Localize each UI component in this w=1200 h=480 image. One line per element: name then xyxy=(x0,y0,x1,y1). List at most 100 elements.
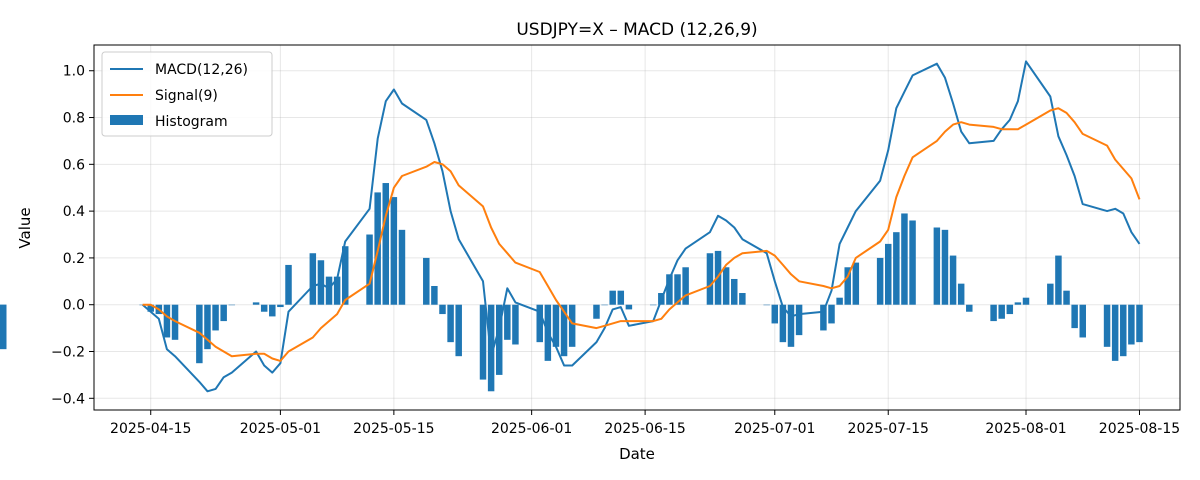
histogram-bar xyxy=(512,304,519,345)
histogram-bar xyxy=(682,267,689,305)
histogram-bar xyxy=(990,304,997,322)
histogram-bar xyxy=(1103,304,1111,347)
y-tick-label: 0.2 xyxy=(63,251,85,267)
histogram-bar xyxy=(731,278,738,305)
histogram-bar xyxy=(1111,304,1119,361)
histogram-bar xyxy=(706,253,714,305)
y-axis-ticks: −0.4 −0.2 0.0 0.2 0.4 0.6 0.8 1.0 xyxy=(51,64,94,407)
histogram-bar xyxy=(1128,304,1135,345)
y-axis-label: Value xyxy=(16,207,34,248)
histogram-bar xyxy=(666,274,673,305)
histogram-bar xyxy=(836,297,843,305)
histogram-bar xyxy=(941,229,949,305)
histogram-bar xyxy=(220,304,227,322)
histogram-bar xyxy=(0,304,7,350)
series-lines xyxy=(141,60,1141,393)
histogram-bar xyxy=(317,260,325,305)
histogram-bar xyxy=(333,276,341,305)
y-tick-label: 0.8 xyxy=(63,111,85,127)
histogram-bar xyxy=(722,267,730,305)
histogram-bar xyxy=(1063,290,1070,305)
histogram-bar xyxy=(252,302,260,305)
histogram-bar xyxy=(504,304,511,340)
x-tick-label: 2025-05-01 xyxy=(240,421,321,437)
x-tick-label: 2025-08-01 xyxy=(985,421,1066,437)
signal-line xyxy=(142,107,1141,362)
histogram-bar xyxy=(390,197,398,305)
histogram-bar xyxy=(277,304,284,308)
histogram-bar xyxy=(382,183,390,305)
y-tick-label: 0.6 xyxy=(63,157,85,173)
histogram-bar xyxy=(260,304,268,312)
x-tick-label: 2025-04-15 xyxy=(110,421,191,437)
x-axis-ticks: 2025-04-15 2025-05-01 2025-05-15 2025-06-01… xyxy=(110,410,1180,437)
histogram-bar xyxy=(447,304,454,343)
legend-histogram-swatch xyxy=(110,115,143,125)
x-tick-label: 2025-08-15 xyxy=(1099,421,1180,437)
histogram-bar xyxy=(204,304,211,350)
x-axis-label: Date xyxy=(619,445,655,463)
histogram-bar xyxy=(495,304,503,375)
y-tick-label: −0.4 xyxy=(51,391,85,407)
histogram-bar xyxy=(212,304,219,331)
histogram-bar xyxy=(479,304,487,380)
legend-signal-label: Signal(9) xyxy=(155,88,218,104)
histogram-bar xyxy=(933,227,941,305)
histogram-bar xyxy=(884,243,892,305)
histogram-bar xyxy=(787,304,795,347)
histogram-bar xyxy=(1047,283,1054,305)
histogram-bar xyxy=(949,255,957,305)
histogram-bar xyxy=(1014,302,1022,305)
histogram-bar xyxy=(455,304,462,357)
histogram-bar xyxy=(593,304,600,319)
grid xyxy=(94,45,1180,410)
histogram-bar xyxy=(398,229,406,305)
histogram-bar xyxy=(844,267,851,305)
legend-box xyxy=(101,51,273,137)
histogram-bar xyxy=(163,304,171,338)
histogram-bar xyxy=(625,304,633,310)
histogram-bar xyxy=(1055,255,1062,305)
plot-frame xyxy=(93,44,1181,411)
legend-histogram-label: Histogram xyxy=(155,114,228,130)
histogram-bar xyxy=(795,304,803,336)
y-tick-label: −0.2 xyxy=(51,345,85,361)
y-tick-label: 0.0 xyxy=(63,298,85,314)
histogram-bar xyxy=(771,304,779,324)
histogram-bar xyxy=(739,293,746,305)
histogram-bar xyxy=(439,304,446,315)
histogram-bar xyxy=(820,304,827,331)
histogram-bar xyxy=(147,304,154,312)
histogram-bar xyxy=(909,220,916,305)
histogram-bar xyxy=(1079,304,1086,338)
x-tick-label: 2025-06-01 xyxy=(491,421,572,437)
histogram-bar xyxy=(852,262,860,305)
histogram-bar xyxy=(568,304,576,347)
histogram-bar xyxy=(1022,297,1030,305)
y-tick-label: 0.4 xyxy=(63,204,85,220)
histogram-bar xyxy=(1071,304,1078,329)
histogram-bar xyxy=(876,257,884,305)
histogram-bar xyxy=(536,304,543,343)
x-tick-label: 2025-07-01 xyxy=(734,421,815,437)
histogram-bar xyxy=(966,304,973,312)
histogram-bar xyxy=(828,304,835,324)
chart-title: USDJPY=X – MACD (12,26,9) xyxy=(516,20,757,40)
histogram-bar xyxy=(901,213,908,305)
histogram-bar xyxy=(779,304,787,343)
histogram-bar xyxy=(309,253,317,305)
histogram-bar xyxy=(552,304,560,347)
histogram-bar xyxy=(423,257,430,305)
histogram-bar xyxy=(1136,304,1143,343)
histogram-bar xyxy=(325,276,333,305)
x-tick-label: 2025-07-15 xyxy=(848,421,929,437)
macd-line xyxy=(141,60,1141,393)
histogram-bar xyxy=(431,285,438,305)
histogram-bar xyxy=(609,290,616,305)
histogram-bar xyxy=(893,232,900,305)
histogram-bar xyxy=(617,290,625,305)
histogram-bar xyxy=(171,304,179,340)
histogram-bar xyxy=(285,264,292,305)
x-tick-label: 2025-05-15 xyxy=(353,421,434,437)
